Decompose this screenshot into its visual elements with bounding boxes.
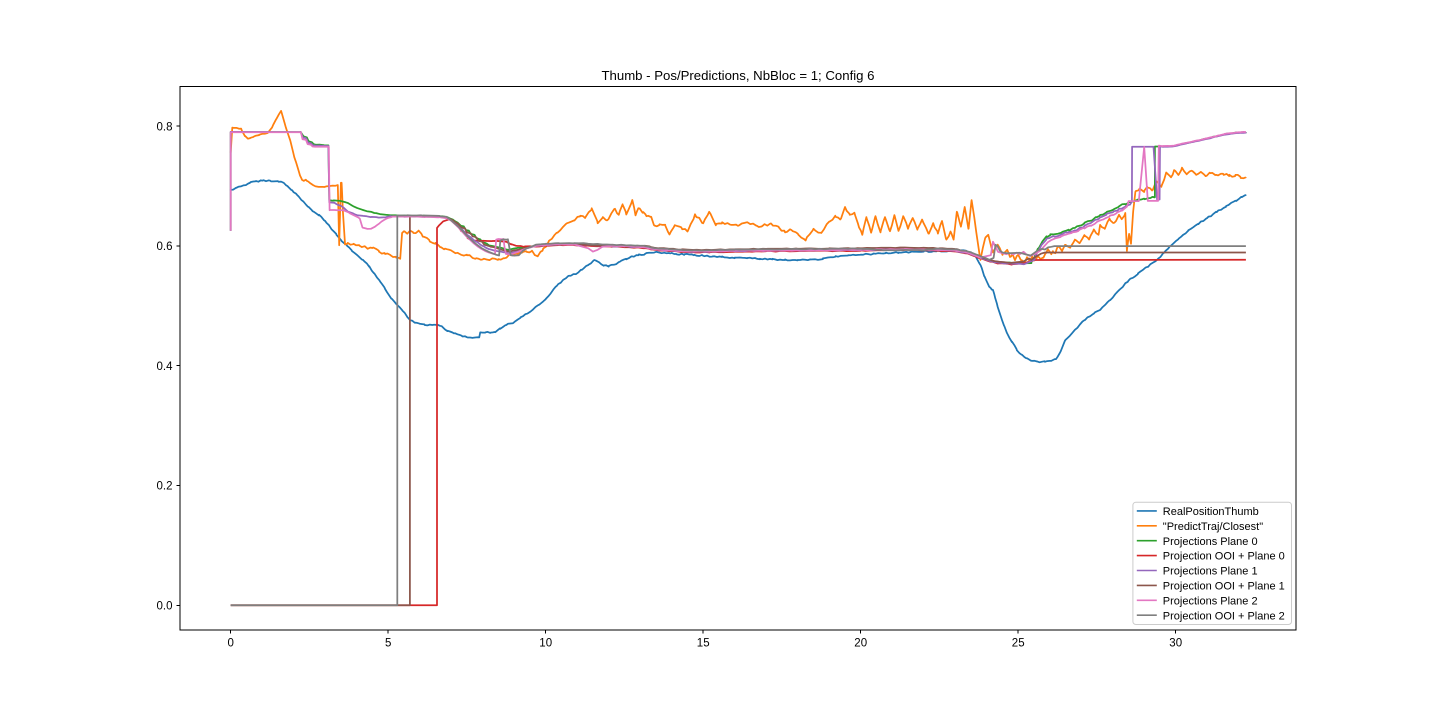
svg-text:Projections Plane 1: Projections Plane 1 (1163, 566, 1258, 578)
svg-text:20: 20 (854, 638, 867, 650)
svg-text:30: 30 (1169, 638, 1182, 650)
svg-text:"PredictTraj/Closest": "PredictTraj/Closest" (1163, 521, 1263, 533)
svg-text:0.0: 0.0 (157, 601, 173, 613)
svg-text:RealPositionThumb: RealPositionThumb (1163, 506, 1259, 518)
svg-text:Projection OOI + Plane 2: Projection OOI + Plane 2 (1163, 610, 1285, 622)
svg-text:25: 25 (1012, 638, 1025, 650)
svg-text:10: 10 (539, 638, 552, 650)
svg-text:Thumb - Pos/Predictions, NbBlo: Thumb - Pos/Predictions, NbBloc = 1; Con… (601, 68, 874, 83)
svg-text:0: 0 (227, 638, 233, 650)
svg-text:0.8: 0.8 (157, 121, 173, 133)
svg-text:0.2: 0.2 (157, 481, 173, 493)
svg-text:0.4: 0.4 (157, 361, 174, 373)
svg-text:Projections Plane 2: Projections Plane 2 (1163, 595, 1258, 607)
svg-text:5: 5 (385, 638, 391, 650)
svg-text:Projection OOI + Plane 1: Projection OOI + Plane 1 (1163, 581, 1285, 593)
svg-text:Projections Plane 0: Projections Plane 0 (1163, 536, 1258, 548)
svg-text:0.6: 0.6 (157, 241, 173, 253)
svg-text:15: 15 (697, 638, 710, 650)
svg-text:Projection OOI + Plane 0: Projection OOI + Plane 0 (1163, 551, 1285, 563)
